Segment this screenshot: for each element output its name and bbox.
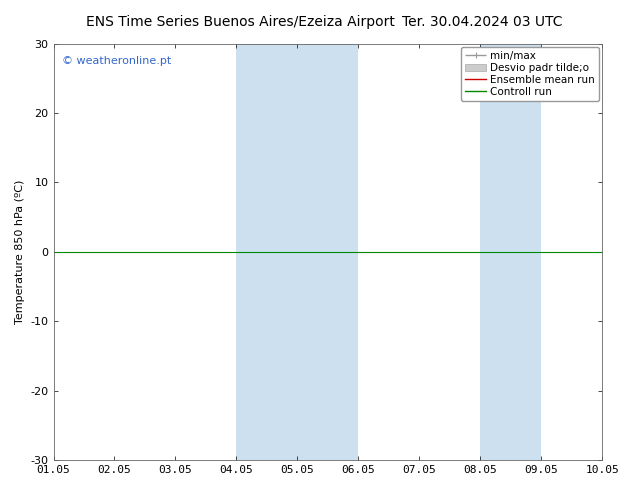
Text: Ter. 30.04.2024 03 UTC: Ter. 30.04.2024 03 UTC bbox=[401, 15, 562, 29]
Legend: min/max, Desvio padr tilde;o, Ensemble mean run, Controll run: min/max, Desvio padr tilde;o, Ensemble m… bbox=[461, 47, 599, 101]
Text: ENS Time Series Buenos Aires/Ezeiza Airport: ENS Time Series Buenos Aires/Ezeiza Airp… bbox=[86, 15, 396, 29]
Bar bbox=[480, 44, 541, 460]
Text: © weatheronline.pt: © weatheronline.pt bbox=[61, 56, 171, 66]
Y-axis label: Temperature 850 hPa (ºC): Temperature 850 hPa (ºC) bbox=[15, 180, 25, 324]
Bar bbox=[236, 44, 297, 460]
Bar bbox=[297, 44, 358, 460]
